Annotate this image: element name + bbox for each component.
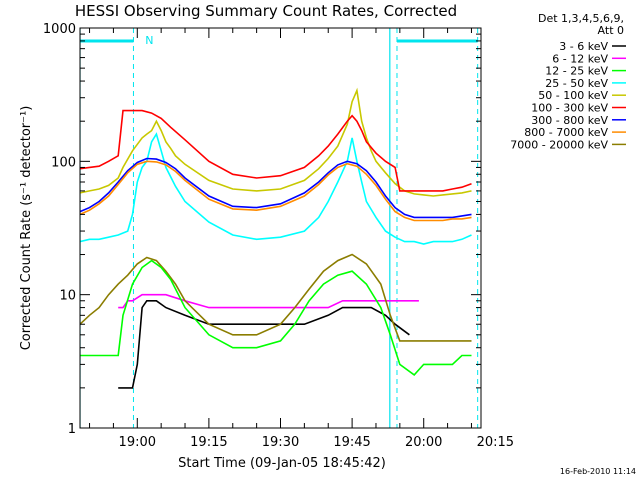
legend-label: 100 - 300 keV bbox=[531, 102, 608, 115]
legend-header: Det 1,3,4,5,6,9, bbox=[538, 12, 624, 25]
x-axis-label: Start Time (09-Jan-05 18:45:42) bbox=[178, 456, 386, 471]
legend-label: 7000 - 20000 keV bbox=[510, 138, 608, 151]
series-line-7 bbox=[80, 160, 472, 222]
legend-label: 800 - 7000 keV bbox=[524, 126, 608, 139]
series-line-8 bbox=[80, 253, 472, 342]
x-axis: 19:00 19:15 19:30 19:45 20:00 20:15 bbox=[89, 28, 514, 450]
series-layer bbox=[80, 87, 472, 389]
x-tick-label: 19:00 bbox=[119, 435, 156, 450]
y-tick-label: 1 bbox=[68, 422, 76, 437]
legend-label: 300 - 800 keV bbox=[531, 114, 608, 127]
y-tick-label: 1000 bbox=[43, 22, 76, 37]
series-line-5 bbox=[80, 109, 472, 192]
y-axis-label: Corrected Count Rate (s⁻¹ detector⁻¹) bbox=[19, 106, 34, 351]
legend-label: 3 - 6 keV bbox=[559, 40, 608, 53]
footer-timestamp: 16-Feb-2010 11:14 bbox=[560, 467, 636, 476]
x-tick-label: 19:30 bbox=[262, 435, 299, 450]
x-tick-label: 19:45 bbox=[333, 435, 370, 450]
series-line-0 bbox=[118, 300, 410, 389]
x-tick-label: 20:00 bbox=[405, 435, 442, 450]
marker-layer: N bbox=[80, 28, 479, 428]
y-tick-label: 10 bbox=[59, 289, 76, 304]
x-tick-label: 20:15 bbox=[477, 435, 514, 450]
legend-label: 50 - 100 keV bbox=[538, 89, 608, 102]
series-line-2 bbox=[80, 259, 472, 376]
series-line-4 bbox=[80, 87, 472, 197]
y-axis: 1 10 100 1000 bbox=[43, 22, 481, 437]
chart-title: HESSI Observing Summary Count Rates, Cor… bbox=[75, 2, 457, 20]
y-tick-label: 100 bbox=[51, 155, 76, 170]
series-line-6 bbox=[80, 157, 472, 219]
marker-label: N bbox=[145, 34, 153, 47]
legend-label: 6 - 12 keV bbox=[552, 52, 608, 65]
series-line-3 bbox=[80, 132, 472, 245]
legend-header: Att 0 bbox=[598, 24, 624, 37]
legend-label: 12 - 25 keV bbox=[545, 65, 608, 78]
x-tick-label: 19:15 bbox=[190, 435, 227, 450]
legend-label: 25 - 50 keV bbox=[545, 77, 608, 90]
series-line-1 bbox=[118, 293, 419, 309]
